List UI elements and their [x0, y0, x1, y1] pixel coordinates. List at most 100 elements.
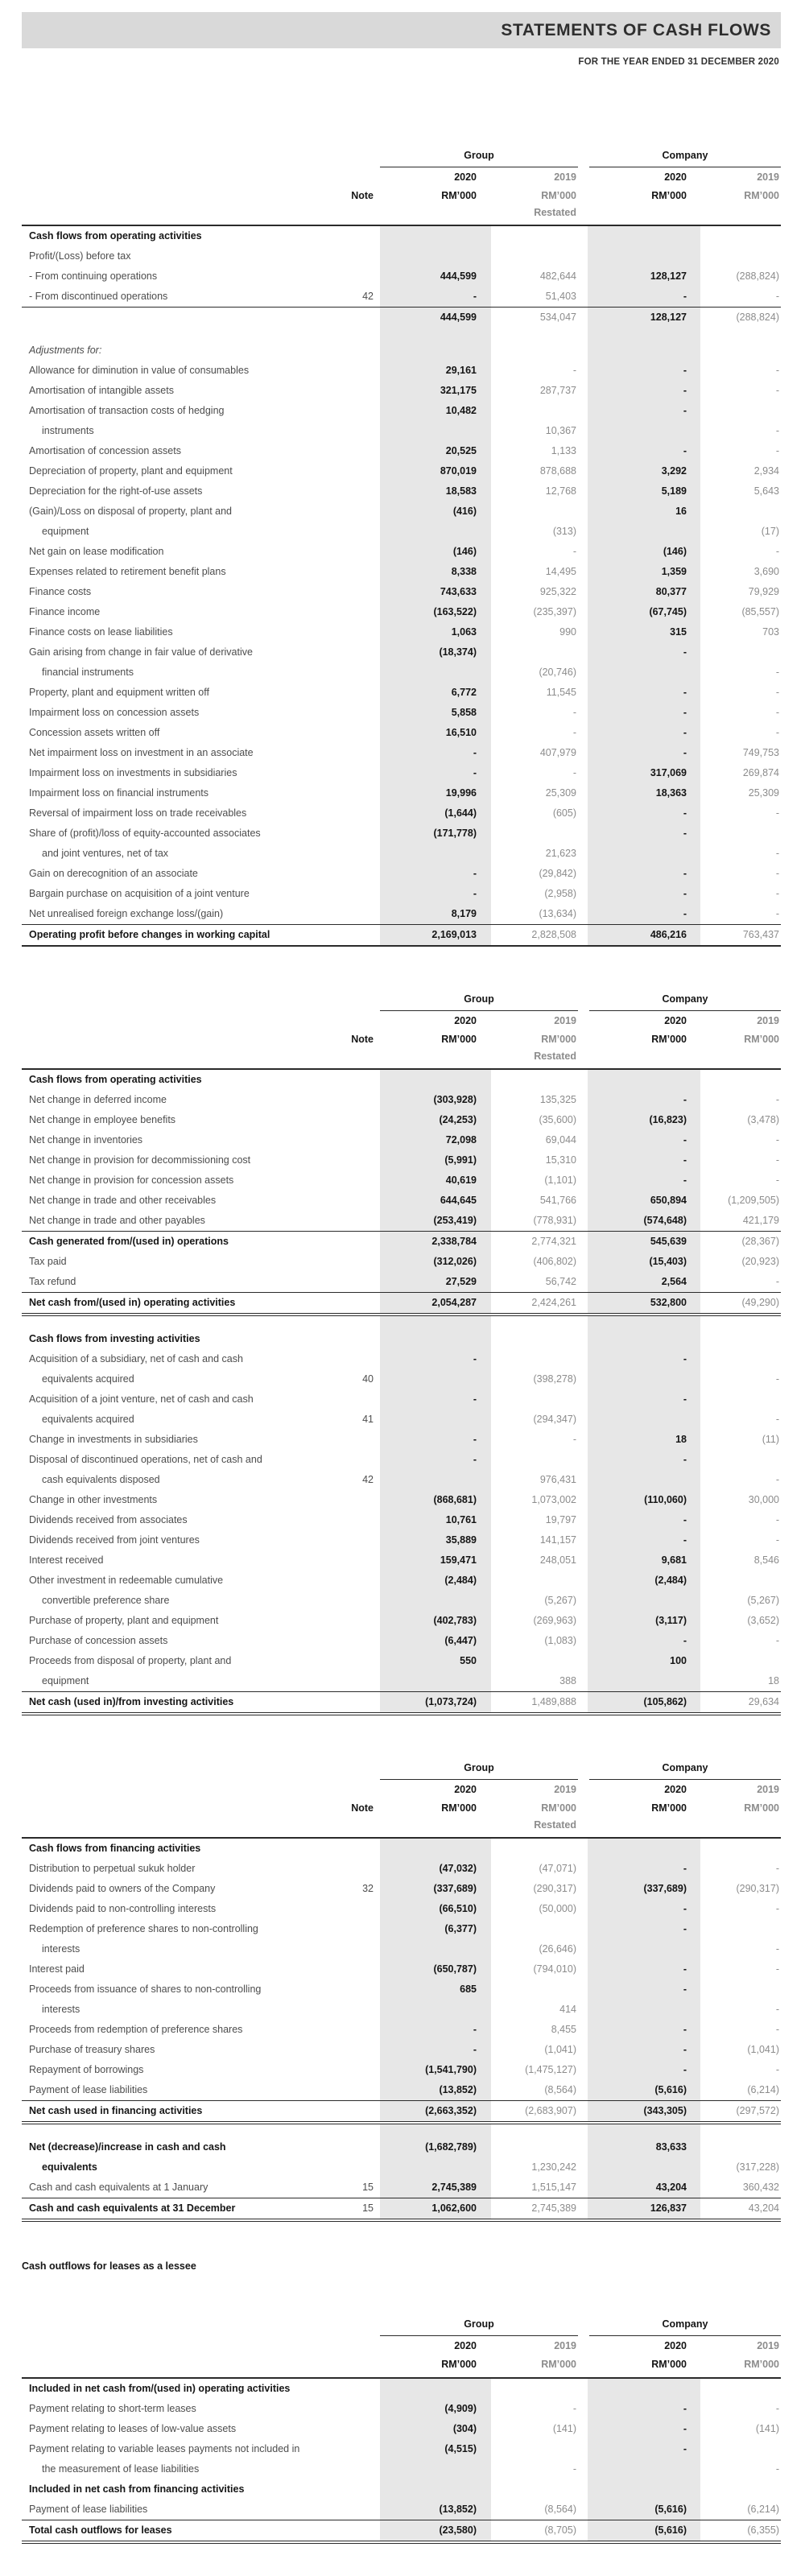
- value-group-2019: 2,774,321: [531, 1236, 576, 1247]
- row-label-continuation: equivalents: [42, 2161, 97, 2173]
- value-group-2019: (294,347): [533, 1414, 576, 1425]
- row-label: Dividends received from joint ventures: [22, 1530, 324, 1550]
- value-company-2019: -: [775, 908, 779, 919]
- value-company-2020: [588, 1070, 700, 1090]
- value-company-2020: -: [588, 884, 700, 904]
- value-company-2020: (574,648): [588, 1211, 700, 1231]
- value-group-2019: (5,267): [544, 1595, 576, 1606]
- value-group-2019: -: [572, 707, 576, 718]
- value-company-2020: -: [588, 2020, 700, 2040]
- value-group-2020: -: [380, 2020, 491, 2040]
- row-label: Proceeds from redemption of preference s…: [22, 2020, 324, 2040]
- col-header-company-2019: 2019: [757, 1784, 779, 1795]
- value-company-2019: -: [775, 888, 779, 899]
- value-company-2020: 100: [588, 1651, 700, 1691]
- col-header-company-2020: 2020: [664, 1015, 687, 1026]
- value-group-2020: 29,161: [380, 361, 491, 381]
- table-row: Disposal of discontinued operations, net…: [22, 1450, 781, 1490]
- value-group-2019: 69,044: [545, 1134, 576, 1146]
- total-row: Net cash (used in)/from investing activi…: [22, 1691, 781, 1715]
- spacer-row: [22, 2124, 781, 2137]
- value-group-2020: 321,175: [380, 381, 491, 401]
- value-group-2019: (26,646): [539, 1943, 576, 1955]
- value-group-2019: (50,000): [539, 1903, 576, 1914]
- value-company-2019: 763,437: [742, 929, 779, 940]
- value-group-2020: [380, 341, 491, 361]
- row-note: [324, 1316, 380, 1329]
- value-company-2020: -: [588, 1170, 700, 1191]
- value-company-2019: -: [775, 868, 779, 879]
- row-label: Other investment in redeemable cumulativ…: [22, 1571, 324, 1611]
- row-label-continuation: and joint ventures, net of tax: [42, 848, 169, 859]
- value-group-2020: 644,645: [380, 1191, 491, 1211]
- table-row: Tax paid (312,026) (406,802) (15,403) (20,92…: [22, 1252, 781, 1272]
- row-label-line: Change in other investments: [29, 1494, 158, 1505]
- value-group-2020: (13,852): [380, 2080, 491, 2100]
- value-group-2020: (304): [380, 2419, 491, 2439]
- value-company-2020: 128,127: [588, 308, 700, 328]
- value-group-2019: 1,489,888: [531, 1696, 576, 1707]
- value-group-2020: (312,026): [380, 1252, 491, 1272]
- lessee-section-heading: Cash outflows for leases as a lessee: [22, 2260, 196, 2272]
- row-note: 42: [362, 291, 374, 302]
- table-row: Payment of lease liabilities (13,852) (8,5…: [22, 2500, 781, 2520]
- row-label-line: Impairment loss on concession assets: [29, 707, 200, 718]
- row-label-line: Payment of lease liabilities: [29, 2084, 148, 2095]
- value-company-2020: (3,117): [588, 1611, 700, 1631]
- value-group-2020: 2,338,784: [380, 1232, 491, 1252]
- row-label: Cash flows from operating activities: [22, 226, 324, 246]
- value-company-2020: 18: [588, 1430, 700, 1450]
- row-label: Distribution to perpetual sukuk holder: [22, 1859, 324, 1879]
- row-label: Payment relating to leases of low-value …: [22, 2419, 324, 2439]
- row-label-continuation: equivalents acquired: [42, 1414, 134, 1425]
- value-group-2020: (1,644): [380, 803, 491, 824]
- table-row: Adjustments for:: [22, 341, 781, 361]
- value-company-2020: -: [588, 287, 700, 307]
- row-label-line: Tax paid: [29, 1256, 67, 1267]
- value-group-2019: -: [572, 365, 576, 376]
- table-row: Impairment loss on investments in subsid…: [22, 763, 781, 783]
- row-label-line: Amortisation of intangible assets: [29, 385, 174, 396]
- value-group-2019: 51,403: [545, 291, 576, 302]
- value-group-2019: 287,737: [539, 385, 576, 396]
- value-group-2020: [380, 2379, 491, 2399]
- row-label: Net gain on lease modification: [22, 542, 324, 562]
- row-label: Impairment loss on investments in subsid…: [22, 763, 324, 783]
- value-company-2020: (16,823): [588, 1110, 700, 1130]
- value-company-2019: -: [775, 291, 779, 302]
- row-label: Net change in inventories: [22, 1130, 324, 1150]
- row-label-line: Cash flows from operating activities: [29, 1074, 202, 1085]
- unit-label: RM’000: [541, 1034, 576, 1045]
- value-group-2019: (29,842): [539, 868, 576, 879]
- row-label-line: Finance costs on lease liabilities: [29, 626, 173, 638]
- col-header-company-2019: 2019: [757, 171, 779, 183]
- row-label: Repayment of borrowings: [22, 2060, 324, 2080]
- value-company-2020: [588, 2479, 700, 2500]
- col-header-group-2020: 2020: [454, 2340, 477, 2351]
- col-header-group-2019: 2019: [554, 2340, 576, 2351]
- value-group-2019: (1,475,127): [525, 2064, 576, 2075]
- value-company-2020: 16: [588, 502, 700, 542]
- value-company-2019: (3,478): [747, 1114, 779, 1125]
- value-group-2020: 1,063: [380, 622, 491, 642]
- value-company-2019: (11): [762, 1434, 779, 1445]
- row-label-line: Repayment of borrowings: [29, 2064, 144, 2075]
- value-company-2019: 360,432: [742, 2182, 779, 2193]
- total-row: Operating profit before changes in worki…: [22, 924, 781, 947]
- value-company-2019: -: [775, 1903, 779, 1914]
- value-group-2019: (2,683,907): [525, 2105, 576, 2116]
- table-row: Net change in provision for decommission…: [22, 1150, 781, 1170]
- unit-label: RM’000: [441, 1034, 477, 1045]
- row-label: Finance costs: [22, 582, 324, 602]
- row-label: Cash flows from financing activities: [22, 1839, 324, 1859]
- value-company-2020: [588, 1316, 700, 1329]
- row-label-continuation: the measurement of lease liabilities: [42, 2463, 200, 2475]
- value-company-2019: 2,934: [753, 465, 779, 477]
- value-company-2019: -: [775, 1514, 779, 1525]
- value-group-2019: 135,325: [539, 1094, 576, 1105]
- row-label-continuation: interests: [42, 2004, 80, 2015]
- unit-label: RM’000: [651, 2359, 687, 2370]
- value-company-2020: -: [588, 1150, 700, 1170]
- row-label: Profit/(Loss) before tax: [22, 246, 324, 266]
